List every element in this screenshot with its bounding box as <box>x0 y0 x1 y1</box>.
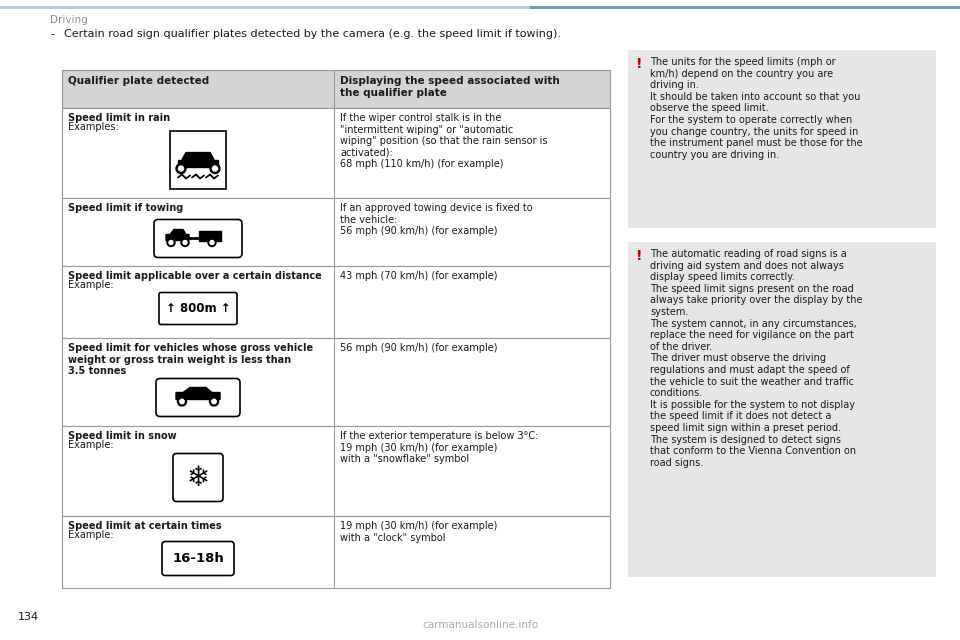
Circle shape <box>181 239 189 246</box>
Text: Example:: Example: <box>68 530 113 540</box>
Text: If the wiper control stalk is in the
"intermittent wiping" or "automatic
wiping": If the wiper control stalk is in the "in… <box>340 113 547 170</box>
Text: !: ! <box>636 57 642 71</box>
Text: Speed limit in rain: Speed limit in rain <box>68 113 170 123</box>
Circle shape <box>167 239 175 246</box>
Text: Speed limit applicable over a certain distance: Speed limit applicable over a certain di… <box>68 271 322 281</box>
Text: -: - <box>50 29 54 39</box>
Text: !: ! <box>636 249 642 263</box>
Polygon shape <box>166 230 189 241</box>
Text: Speed limit at certain times: Speed limit at certain times <box>68 521 222 531</box>
Text: Speed limit for vehicles whose gross vehicle
weight or gross train weight is les: Speed limit for vehicles whose gross veh… <box>68 343 313 376</box>
Polygon shape <box>178 159 218 166</box>
Text: Displaying the speed associated with
the qualifier plate: Displaying the speed associated with the… <box>340 76 560 97</box>
Text: 134: 134 <box>18 612 39 622</box>
Text: The automatic reading of road signs is a
driving aid system and does not always
: The automatic reading of road signs is a… <box>650 249 862 468</box>
Polygon shape <box>182 152 214 159</box>
Text: Driving: Driving <box>50 15 87 25</box>
Polygon shape <box>176 387 220 399</box>
Text: Speed limit in snow: Speed limit in snow <box>68 431 177 441</box>
Bar <box>62 516 610 588</box>
Circle shape <box>210 164 220 173</box>
Text: If an approved towing device is fixed to
the vehicle:
56 mph (90 km/h) (for exam: If an approved towing device is fixed to… <box>340 203 533 236</box>
Circle shape <box>183 241 187 244</box>
Bar <box>62 70 610 108</box>
Bar <box>62 266 610 338</box>
Text: If the exterior temperature is below 3°C:
19 mph (30 km/h) (for example)
with a : If the exterior temperature is below 3°C… <box>340 431 539 464</box>
Text: Example:: Example: <box>68 440 113 450</box>
Bar <box>628 50 936 228</box>
Text: Speed limit if towing: Speed limit if towing <box>68 203 183 213</box>
FancyBboxPatch shape <box>162 541 234 575</box>
Text: Qualifier plate detected: Qualifier plate detected <box>68 76 209 86</box>
Circle shape <box>180 399 184 404</box>
Bar <box>62 198 610 266</box>
Bar <box>62 108 610 198</box>
Circle shape <box>212 166 218 171</box>
Bar <box>170 131 226 189</box>
Circle shape <box>208 239 216 246</box>
Text: The units for the speed limits (mph or
km/h) depend on the country you are
drivi: The units for the speed limits (mph or k… <box>650 57 863 160</box>
FancyBboxPatch shape <box>159 292 237 324</box>
Text: Example:: Example: <box>68 280 113 290</box>
Text: ❄: ❄ <box>186 463 209 492</box>
Bar <box>62 426 610 516</box>
Bar <box>62 338 610 426</box>
Polygon shape <box>199 230 221 241</box>
Text: ↑ 800m ↑: ↑ 800m ↑ <box>166 302 230 315</box>
Text: 19 mph (30 km/h) (for example)
with a "clock" symbol: 19 mph (30 km/h) (for example) with a "c… <box>340 521 497 543</box>
Circle shape <box>212 399 216 404</box>
Text: 16-18h: 16-18h <box>172 552 224 565</box>
FancyBboxPatch shape <box>156 378 240 417</box>
Text: 43 mph (70 km/h) (for example): 43 mph (70 km/h) (for example) <box>340 271 497 281</box>
FancyBboxPatch shape <box>173 454 223 502</box>
Text: Certain road sign qualifier plates detected by the camera (e.g. the speed limit : Certain road sign qualifier plates detec… <box>64 29 561 39</box>
Bar <box>0 6 960 9</box>
Circle shape <box>178 397 186 406</box>
Circle shape <box>209 397 219 406</box>
Circle shape <box>176 164 186 173</box>
Circle shape <box>179 166 183 171</box>
Circle shape <box>169 241 173 244</box>
Bar <box>530 6 960 9</box>
Text: 56 mph (90 km/h) (for example): 56 mph (90 km/h) (for example) <box>340 343 497 353</box>
Bar <box>628 242 936 577</box>
Text: carmanualsonline.info: carmanualsonline.info <box>422 620 538 630</box>
Circle shape <box>210 241 214 244</box>
FancyBboxPatch shape <box>154 220 242 257</box>
Text: Examples:: Examples: <box>68 122 119 132</box>
